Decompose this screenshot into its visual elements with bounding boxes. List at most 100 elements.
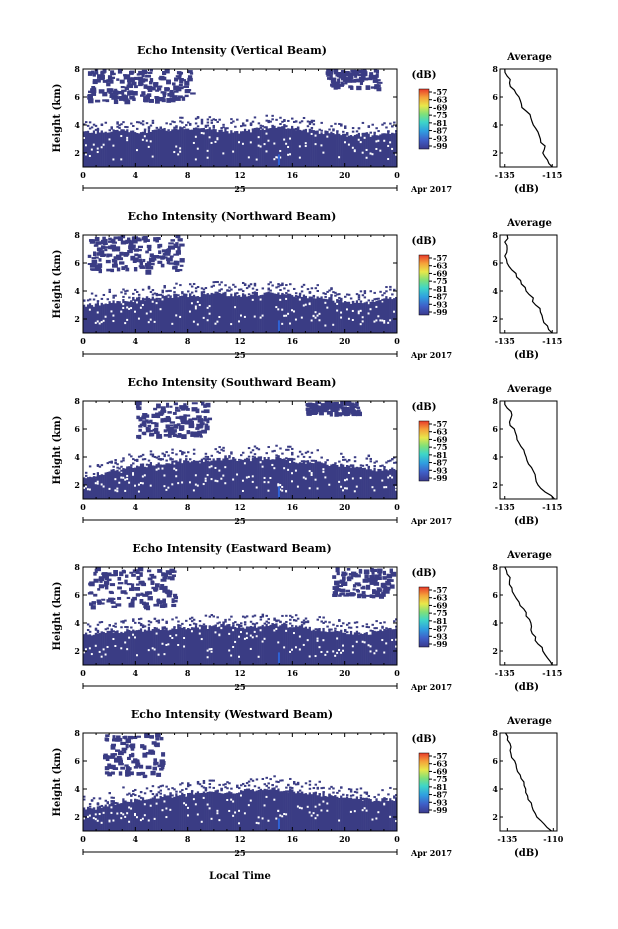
echo-speckle bbox=[134, 794, 137, 797]
echo-speckle bbox=[187, 121, 190, 124]
echo-gap bbox=[135, 301, 139, 304]
echo-gap bbox=[208, 807, 211, 810]
echo-patch-cell bbox=[372, 589, 376, 595]
echo-gap bbox=[344, 479, 347, 482]
colorbar-tick-label: -87 bbox=[433, 624, 447, 634]
echo-speckle bbox=[88, 805, 92, 808]
echo-gap bbox=[351, 477, 355, 480]
echo-column bbox=[389, 133, 392, 167]
y-tick-label: 8 bbox=[74, 230, 80, 240]
echo-speckle bbox=[173, 121, 176, 124]
echo-speckle bbox=[183, 126, 186, 129]
echo-gap bbox=[159, 308, 162, 311]
echo-speckle bbox=[236, 292, 239, 295]
echo-speckle bbox=[310, 119, 314, 122]
echo-patch-cell bbox=[173, 596, 179, 600]
echo-gap bbox=[345, 308, 349, 311]
echo-patch-cell bbox=[100, 602, 105, 605]
echo-column bbox=[336, 465, 339, 499]
echo-gap bbox=[98, 322, 102, 325]
y-tick-label: 8 bbox=[74, 728, 80, 738]
echo-gap bbox=[347, 317, 351, 320]
echo-column bbox=[132, 467, 135, 499]
echo-speckle bbox=[373, 465, 376, 468]
colorbar-unit: (dB) bbox=[412, 236, 437, 247]
echo-gap bbox=[281, 485, 284, 488]
echo-speckle bbox=[389, 627, 392, 630]
echo-column bbox=[98, 475, 101, 499]
echo-speckle bbox=[181, 782, 184, 785]
echo-speckle bbox=[308, 456, 312, 459]
echo-patch-cell bbox=[104, 771, 110, 775]
echo-speckle bbox=[251, 287, 255, 290]
echo-speckle bbox=[114, 294, 117, 297]
echo-patch-cell bbox=[129, 571, 134, 574]
echo-patch-cell bbox=[365, 85, 371, 90]
echo-speckle bbox=[236, 786, 239, 789]
echo-column bbox=[118, 633, 121, 665]
echo-patch-cell bbox=[124, 87, 130, 91]
echo-patch-cell bbox=[130, 601, 135, 605]
echo-speckle bbox=[326, 625, 329, 628]
echo-gap bbox=[86, 488, 90, 491]
echo-speckle bbox=[222, 783, 225, 786]
echo-speckle bbox=[159, 792, 162, 795]
echo-patch-cell bbox=[155, 737, 160, 741]
echo-speckle bbox=[204, 788, 208, 791]
echo-speckle bbox=[132, 618, 135, 621]
echo-patch-cell bbox=[119, 571, 124, 577]
echo-column bbox=[88, 808, 92, 831]
echo-gap bbox=[336, 309, 339, 312]
echo-speckle bbox=[145, 122, 149, 125]
echo-gap bbox=[375, 140, 378, 143]
echo-gap bbox=[226, 798, 229, 801]
echo-gap bbox=[342, 649, 345, 652]
echo-patch-cell bbox=[115, 246, 121, 252]
echo-speckle bbox=[124, 800, 127, 803]
x-tick-label: 16 bbox=[287, 170, 299, 180]
echo-speckle bbox=[204, 625, 208, 628]
echo-gap bbox=[353, 490, 357, 493]
echo-speckle bbox=[381, 298, 384, 301]
echo-column bbox=[228, 459, 231, 499]
echo-gap bbox=[112, 158, 115, 161]
echo-speckle bbox=[220, 789, 223, 792]
echo-patch-cell bbox=[162, 255, 166, 260]
echo-speckle bbox=[393, 795, 396, 798]
echo-column bbox=[257, 129, 260, 167]
colorbar-unit: (dB) bbox=[412, 568, 437, 579]
echo-column bbox=[275, 790, 278, 831]
echo-patch-cell bbox=[106, 766, 113, 769]
echo-column bbox=[336, 630, 339, 665]
echo-patch-cell bbox=[354, 574, 361, 578]
echo-gap bbox=[377, 315, 380, 318]
echo-speckle bbox=[147, 286, 151, 289]
echo-patch-cell bbox=[376, 87, 382, 92]
echo-column bbox=[204, 130, 207, 167]
echo-patch-cell bbox=[355, 411, 362, 417]
echo-speckle bbox=[289, 283, 292, 286]
echo-column bbox=[247, 129, 251, 167]
echo-column bbox=[187, 128, 190, 167]
echo-patch-cell bbox=[369, 575, 375, 580]
echo-speckle bbox=[379, 622, 382, 625]
echo-column bbox=[344, 301, 347, 333]
echo-column bbox=[381, 302, 384, 333]
average-frame bbox=[499, 234, 558, 334]
echo-speckle bbox=[177, 624, 180, 627]
echo-patch-cell bbox=[195, 427, 200, 430]
echo-speckle bbox=[149, 131, 153, 134]
echo-column bbox=[171, 460, 174, 499]
colorbar-unit: (dB) bbox=[412, 402, 437, 413]
echo-column bbox=[385, 133, 388, 167]
echo-column bbox=[88, 303, 92, 333]
echo-patch-cell bbox=[151, 750, 156, 753]
echo-speckle bbox=[169, 289, 172, 292]
echo-column bbox=[226, 457, 229, 499]
echo-patch-cell bbox=[148, 749, 154, 754]
echo-speckle bbox=[357, 298, 361, 301]
echo-gap bbox=[173, 467, 176, 470]
echo-gap bbox=[206, 156, 209, 159]
echo-patch-cell bbox=[115, 603, 122, 607]
echo-column bbox=[218, 292, 221, 333]
